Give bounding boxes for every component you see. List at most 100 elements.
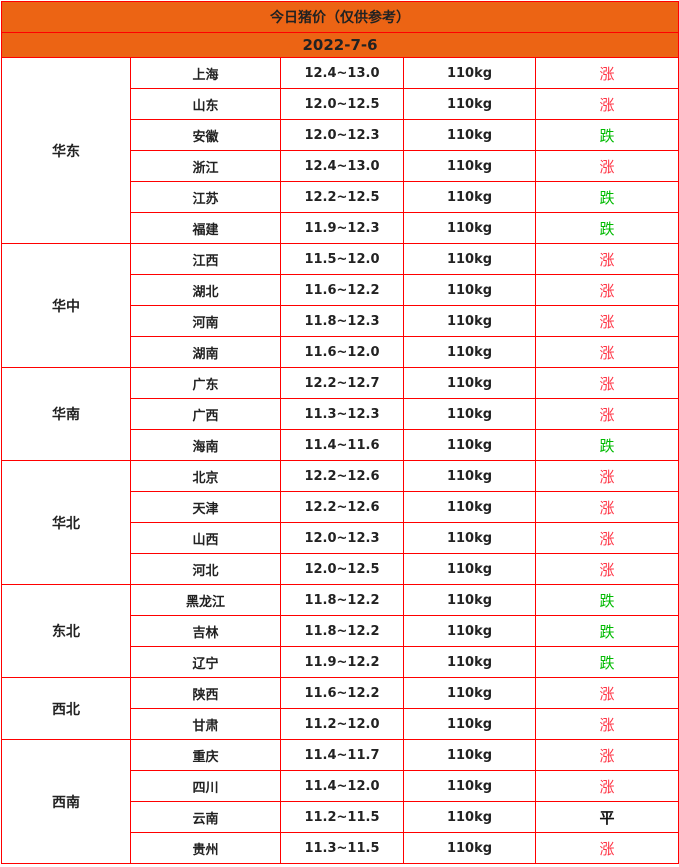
province-cell: 湖北 (130, 274, 281, 306)
table-row: 华东 上海 12.4~13.0 110kg 涨 (1, 57, 679, 244)
price-cell: 12.4~13.0 (280, 57, 404, 89)
weight-cell: 110kg (403, 367, 536, 399)
province-cell: 贵州 (130, 832, 281, 864)
trend-cell: 跌 (534, 615, 679, 647)
region-cell: 华南 (1, 367, 131, 461)
table-date: 2022-7-6 (0, 32, 679, 58)
table-row: 西北 陕西 11.6~12.2 110kg 涨 (1, 677, 679, 740)
trend-cell: 涨 (534, 57, 679, 89)
table-row: 华北 北京 12.2~12.6 110kg 涨 (1, 460, 679, 585)
trend-cell: 涨 (534, 677, 679, 709)
province-cell: 山东 (130, 88, 281, 120)
price-cell: 11.2~12.0 (280, 708, 404, 740)
price-cell: 11.4~12.0 (280, 770, 404, 802)
trend-cell: 涨 (534, 367, 679, 399)
trend-cell: 涨 (534, 243, 679, 275)
price-cell: 12.2~12.7 (280, 367, 404, 399)
price-cell: 11.6~12.2 (280, 677, 404, 709)
price-cell: 11.9~12.2 (280, 646, 404, 678)
trend-cell: 跌 (534, 584, 679, 616)
province-cell: 江西 (130, 243, 281, 275)
province-cell: 河北 (130, 553, 281, 585)
trend-cell: 涨 (534, 336, 679, 368)
price-cell: 11.8~12.2 (280, 615, 404, 647)
price-cell: 11.4~11.6 (280, 429, 404, 461)
trend-cell: 涨 (534, 832, 679, 864)
province-cell: 四川 (130, 770, 281, 802)
region-cell: 华中 (1, 243, 131, 368)
weight-cell: 110kg (403, 336, 536, 368)
province-cell: 云南 (130, 801, 281, 833)
table-row: 安徽 12.0~12.3 110kg 跌 (2, 119, 679, 151)
province-cell: 北京 (130, 460, 281, 492)
price-cell: 12.0~12.3 (280, 119, 404, 151)
weight-cell: 110kg (403, 584, 536, 616)
weight-cell: 110kg (403, 460, 536, 492)
trend-cell: 跌 (534, 181, 679, 213)
province-cell: 甘肃 (130, 708, 281, 740)
region-cell: 西南 (1, 739, 131, 864)
price-cell: 12.0~12.3 (280, 522, 404, 554)
region-cell: 华北 (1, 460, 131, 585)
province-cell: 广西 (130, 398, 281, 430)
table-row: 山东 12.0~12.5 110kg 涨 (2, 88, 679, 120)
trend-cell: 涨 (534, 553, 679, 585)
table-row: 河北 12.0~12.5 110kg 涨 (2, 553, 679, 585)
price-cell: 11.2~11.5 (280, 801, 404, 833)
weight-cell: 110kg (403, 243, 536, 275)
trend-cell: 涨 (534, 770, 679, 802)
price-cell: 11.6~12.2 (280, 274, 404, 306)
trend-cell: 跌 (534, 212, 679, 244)
trend-cell: 涨 (534, 305, 679, 337)
table-row: 贵州 11.3~11.5 110kg 涨 (2, 832, 679, 864)
price-cell: 12.0~12.5 (280, 553, 404, 585)
province-cell: 河南 (130, 305, 281, 337)
weight-cell: 110kg (403, 708, 536, 740)
weight-cell: 110kg (403, 57, 536, 89)
weight-cell: 110kg (403, 398, 536, 430)
weight-cell: 110kg (403, 119, 536, 151)
table-title: 今日猪价（仅供参考） (0, 1, 679, 33)
weight-cell: 110kg (403, 522, 536, 554)
region-cell: 西北 (1, 677, 131, 740)
table-row: 江苏 12.2~12.5 110kg 跌 (2, 181, 679, 213)
province-cell: 黑龙江 (130, 584, 281, 616)
price-cell: 11.8~12.2 (280, 584, 404, 616)
table-row: 云南 11.2~11.5 110kg 平 (2, 801, 679, 833)
table-row: 东北 黑龙江 11.8~12.2 110kg 跌 (1, 584, 679, 678)
price-cell: 11.8~12.3 (280, 305, 404, 337)
weight-cell: 110kg (403, 801, 536, 833)
province-cell: 海南 (130, 429, 281, 461)
region-cell: 华东 (1, 57, 131, 244)
province-cell: 辽宁 (130, 646, 281, 678)
province-cell: 浙江 (130, 150, 281, 182)
price-cell: 11.3~11.5 (280, 832, 404, 864)
weight-cell: 110kg (403, 181, 536, 213)
weight-cell: 110kg (403, 832, 536, 864)
table-row: 辽宁 11.9~12.2 110kg 跌 (2, 646, 679, 678)
trend-cell: 平 (534, 801, 679, 833)
price-cell: 12.2~12.5 (280, 181, 404, 213)
province-cell: 陕西 (130, 677, 281, 709)
trend-cell: 涨 (534, 491, 679, 523)
price-cell: 11.5~12.0 (280, 243, 404, 275)
province-cell: 安徽 (130, 119, 281, 151)
table-row: 天津 12.2~12.6 110kg 涨 (2, 491, 679, 523)
province-cell: 上海 (130, 57, 281, 89)
table-row: 华中 江西 11.5~12.0 110kg 涨 (1, 243, 679, 368)
province-cell: 江苏 (130, 181, 281, 213)
table-row: 华南 广东 12.2~12.7 110kg 涨 (1, 367, 679, 461)
weight-cell: 110kg (403, 770, 536, 802)
table-row: 甘肃 11.2~12.0 110kg 涨 (2, 708, 679, 740)
table-row: 河南 11.8~12.3 110kg 涨 (2, 305, 679, 337)
trend-cell: 涨 (534, 274, 679, 306)
trend-cell: 跌 (534, 646, 679, 678)
weight-cell: 110kg (403, 88, 536, 120)
price-cell: 11.3~12.3 (280, 398, 404, 430)
weight-cell: 110kg (403, 305, 536, 337)
trend-cell: 涨 (534, 398, 679, 430)
price-cell: 12.2~12.6 (280, 460, 404, 492)
province-cell: 福建 (130, 212, 281, 244)
table-row: 湖南 11.6~12.0 110kg 涨 (2, 336, 679, 368)
province-cell: 吉林 (130, 615, 281, 647)
